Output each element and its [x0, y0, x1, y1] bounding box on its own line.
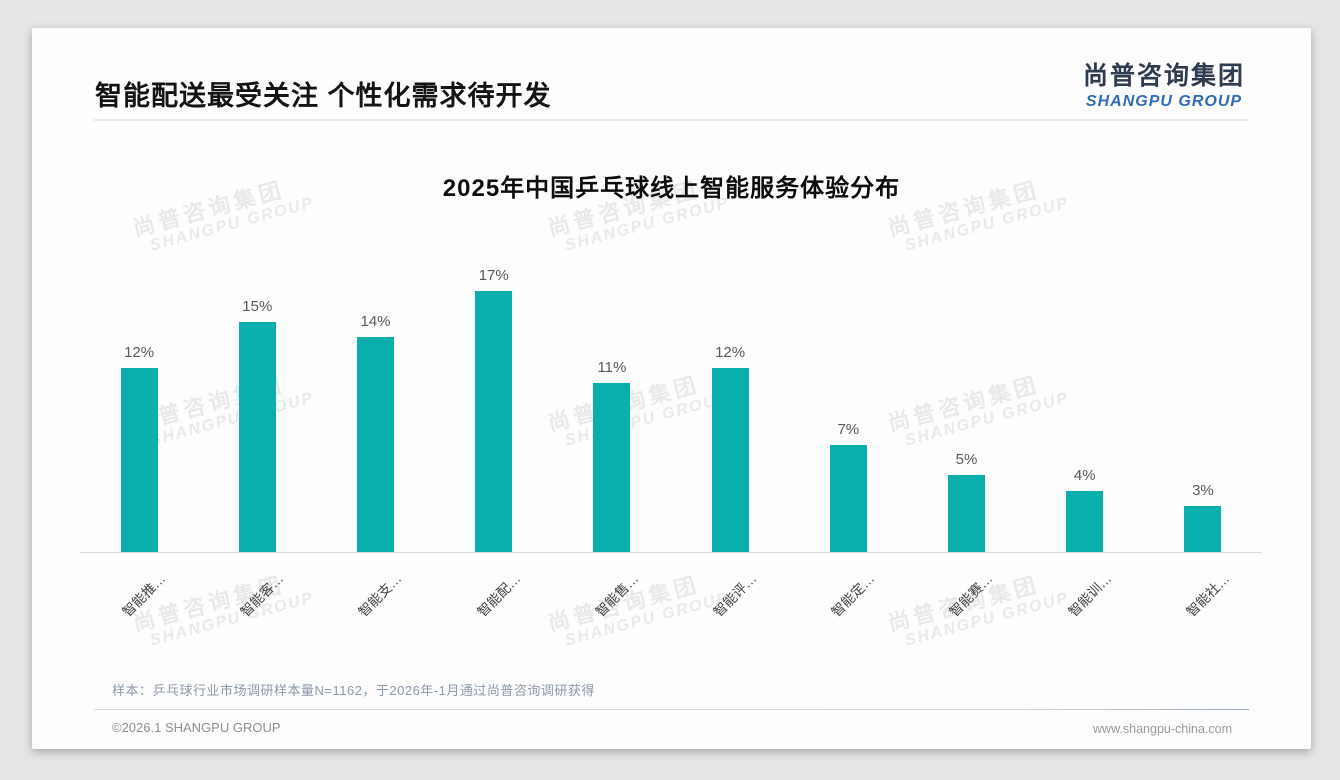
bar-slot: 12% [80, 213, 198, 552]
bar [829, 445, 867, 552]
bar-value-label: 11% [597, 359, 627, 376]
sample-note: 样本：乒乓球行业市场调研样本量N=1162，于2026年-1月通过尚普咨询调研获… [112, 683, 595, 698]
bar-value-label: 14% [360, 313, 391, 330]
chart-title: 2025年中国乒乓球线上智能服务体验分布 [442, 175, 901, 202]
logo-chinese-text: 尚普咨询集团 [1082, 62, 1245, 90]
plot-area: 12% 15% 14% 17% 11% 12% 7% 5% 4% 3% [80, 213, 1262, 553]
x-axis-label: 智能训… [1065, 570, 1115, 620]
x-axis-label: 智能定… [828, 570, 878, 620]
bar-value-label: 5% [955, 451, 978, 468]
x-axis-label: 智能售… [592, 570, 642, 620]
bar [120, 368, 158, 552]
bar [238, 322, 276, 552]
bar-slot: 5% [907, 213, 1025, 552]
bar [357, 337, 394, 552]
x-axis-label: 智能推… [119, 570, 169, 620]
footer-divider [94, 709, 1249, 710]
x-axis-label: 智能社… [1183, 570, 1233, 620]
page-title: 智能配送最受关注 个性化需求待开发 [95, 81, 552, 111]
x-axis-label: 智能评… [710, 570, 760, 620]
bar-value-label: 17% [478, 267, 509, 284]
bar-slot: 15% [198, 213, 316, 552]
x-axis-label: 智能配… [474, 570, 524, 620]
x-axis-label: 智能赛… [946, 570, 996, 620]
slide-card: 尚普咨询集团 SHANGPU GROUP 尚普咨询集团 SHANGPU GROUP 尚普… [32, 28, 1311, 749]
company-logo: 尚普咨询集团 SHANGPU GROUP [1083, 56, 1245, 111]
bar-value-label: 15% [242, 298, 273, 315]
bar-slot: 4% [1026, 213, 1144, 552]
bar-slot: 3% [1144, 213, 1262, 552]
bar-slot: 14% [316, 213, 434, 552]
bar-slot: 17% [435, 213, 553, 552]
bar-value-label: 12% [715, 344, 746, 361]
bar [475, 291, 513, 552]
bar-slot: 12% [671, 213, 789, 552]
x-axis-labels: 智能推… 智能客… 智能支… 智能配… 智能售… 智能评… 智能定… 智能赛… 智能训… 智能社… [80, 554, 1262, 664]
logo-english-text: SHANGPU GROUP [1085, 93, 1243, 110]
bar [948, 475, 986, 552]
bar-value-label: 4% [1073, 467, 1096, 484]
bar-slot: 7% [789, 213, 907, 552]
footer-copyright: ©2026.1 SHANGPU GROUP [112, 720, 281, 735]
footer-website: www.shangpu-china.com [1093, 722, 1232, 736]
bar [593, 383, 631, 552]
bar-value-label: 3% [1192, 482, 1214, 499]
x-axis-label: 智能支… [355, 570, 405, 620]
bar [1066, 491, 1104, 552]
bar-value-label: 7% [837, 421, 860, 438]
bar-value-label: 12% [124, 344, 155, 361]
bar-slot: 11% [553, 213, 671, 552]
bar [711, 368, 749, 552]
header-divider [94, 119, 1249, 121]
bar [1184, 506, 1222, 552]
x-axis-label: 智能客… [237, 570, 287, 620]
